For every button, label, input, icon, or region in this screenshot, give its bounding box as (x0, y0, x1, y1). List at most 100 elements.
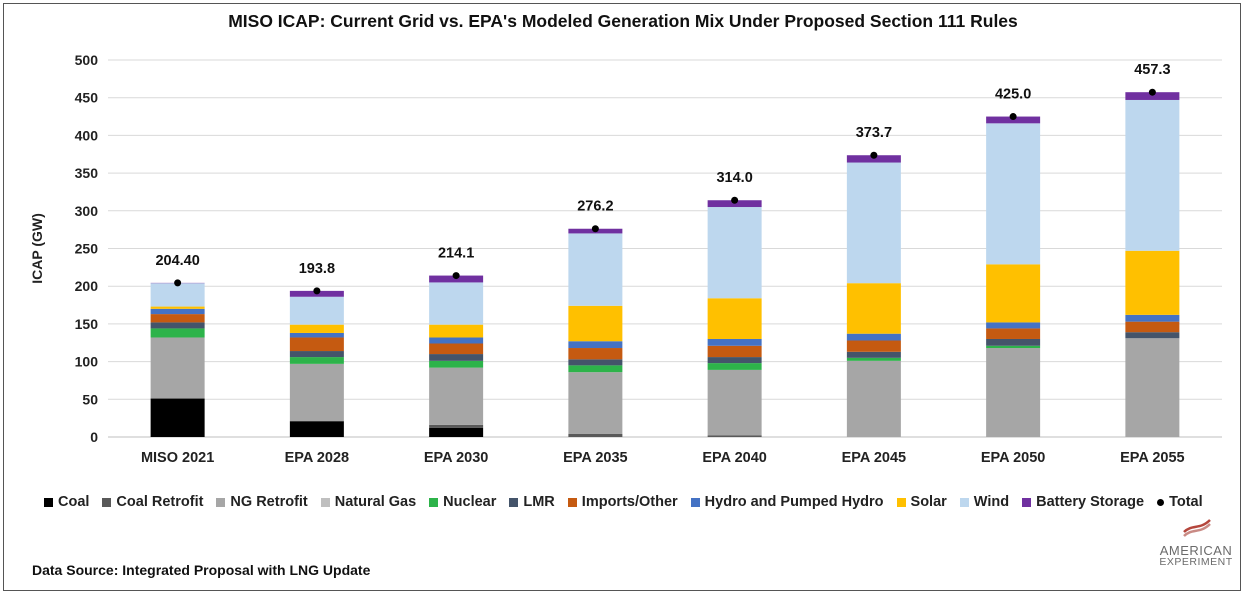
total-marker (1009, 113, 1017, 121)
bar-segment-solar (846, 283, 901, 334)
total-label: 425.0 (995, 87, 1031, 103)
bar-segment-solar (707, 298, 762, 339)
bar-segment-wind (429, 282, 484, 325)
bar-segment-imports-other (289, 337, 344, 352)
legend-label: Solar (910, 494, 947, 510)
bar-segment-coal (429, 427, 484, 437)
bar-segment-hydro-and-pumped-hydro (150, 308, 205, 315)
legend-item-total: Total (1157, 494, 1203, 510)
bar-segment-lmr (707, 357, 762, 364)
bar-segment-imports-other (846, 340, 901, 352)
bar-segment-natural-gas (429, 367, 484, 425)
bar-segment-nuclear (707, 363, 762, 370)
flag-icon (1183, 519, 1211, 537)
legend: Coal Coal Retrofit NG Retrofit Natural G… (44, 494, 1214, 510)
legend-swatch (567, 497, 577, 507)
bar-segment-solar (150, 306, 205, 309)
legend-item-coal-retrofit: Coal Retrofit (102, 494, 203, 510)
total-label: 204.40 (155, 253, 199, 269)
bar-segment-solar (1125, 250, 1180, 315)
x-tick-label: EPA 2035 (563, 450, 628, 466)
bar-segment-lmr (568, 359, 623, 366)
legend-item-ng-retrofit: NG Retrofit (216, 494, 308, 510)
bar-segment-coal (289, 421, 344, 437)
legend-label: Natural Gas (334, 494, 417, 510)
total-marker (1148, 88, 1156, 96)
legend-swatch (429, 497, 439, 507)
bar-segment-solar (429, 324, 484, 338)
bar-segment-natural-gas (150, 337, 205, 399)
bar-segment-natural-gas (707, 369, 762, 436)
legend-label: Wind (973, 494, 1010, 510)
bar-segment-hydro-and-pumped-hydro (1125, 314, 1180, 322)
legend-label: Battery Storage (1036, 494, 1145, 510)
legend-label: Coal Retrofit (116, 494, 204, 510)
legend-swatch (320, 497, 330, 507)
legend-item-lmr: LMR (509, 494, 555, 510)
bar-segment-hydro-and-pumped-hydro (846, 333, 901, 341)
total-marker (313, 287, 321, 295)
bar-segment-nuclear (429, 360, 484, 368)
legend-swatch (509, 497, 519, 507)
legend-item-wind: Wind (959, 494, 1010, 510)
total-label: 276.2 (577, 199, 613, 215)
bar-segment-imports-other (986, 328, 1041, 339)
total-marker (591, 225, 599, 233)
total-marker (452, 272, 460, 280)
bar-segment-natural-gas (1125, 338, 1180, 437)
total-label: 214.1 (438, 246, 474, 262)
y-tick-label: 350 (75, 165, 99, 181)
x-tick-label: EPA 2045 (842, 450, 907, 466)
bar-segment-hydro-and-pumped-hydro (568, 341, 623, 349)
logo-line-1: AMERICAN (1159, 543, 1233, 558)
bar-segment-natural-gas (846, 360, 901, 437)
legend-swatch (959, 497, 969, 507)
bar-segment-hydro-and-pumped-hydro (986, 322, 1041, 329)
total-label: 457.3 (1134, 62, 1170, 78)
legend-item-battery-storage: Battery Storage (1022, 494, 1144, 510)
y-tick-label: 200 (75, 278, 99, 294)
legend-swatch (896, 497, 906, 507)
bar-segment-solar (289, 324, 344, 333)
x-tick-label: MISO 2021 (141, 450, 214, 466)
bar-segment-imports-other (150, 314, 205, 323)
x-tick-label: EPA 2050 (981, 450, 1046, 466)
bar-segment-natural-gas (986, 348, 1041, 437)
total-marker (731, 196, 739, 204)
legend-swatch (44, 497, 53, 507)
legend-label: Coal (58, 494, 90, 510)
x-tick-label: EPA 2028 (285, 450, 350, 466)
y-tick-label: 150 (75, 316, 99, 332)
bar-segment-wind (707, 207, 762, 299)
y-tick-label: 300 (75, 203, 99, 219)
legend-label: NG Retrofit (230, 494, 308, 510)
legend-label: Hydro and Pumped Hydro (704, 494, 884, 510)
y-tick-label: 500 (75, 52, 99, 68)
legend-swatch (690, 497, 700, 507)
bar-segment-wind (1125, 99, 1180, 251)
bar-segment-wind (568, 233, 623, 306)
bar-segment-wind (986, 123, 1041, 265)
american-experiment-logo: AMERICAN EXPERIMENT (1158, 516, 1234, 568)
bar-segment-solar (986, 264, 1041, 323)
bar-segment-nuclear (846, 357, 901, 361)
bar-segment-battery-storage (846, 155, 901, 163)
bar-segment-coal (150, 398, 205, 437)
bar-segment-coal-retrofit (568, 433, 623, 437)
bar-segment-nuclear (289, 357, 344, 364)
bar-segment-wind (846, 162, 901, 284)
bar-segment-hydro-and-pumped-hydro (289, 332, 344, 338)
bar-segment-lmr (846, 351, 901, 358)
legend-label: LMR (523, 494, 555, 510)
y-tick-label: 0 (90, 429, 98, 445)
y-tick-label: 450 (75, 90, 99, 106)
total-marker (174, 279, 182, 287)
bar-segment-coal-retrofit (707, 435, 762, 437)
legend-swatch (102, 497, 112, 507)
x-tick-label: EPA 2030 (424, 450, 489, 466)
bar-segment-battery-storage (1125, 92, 1180, 100)
legend-item-coal: Coal (44, 494, 89, 510)
bar-segment-imports-other (707, 345, 762, 358)
bar-segment-imports-other (429, 343, 484, 355)
